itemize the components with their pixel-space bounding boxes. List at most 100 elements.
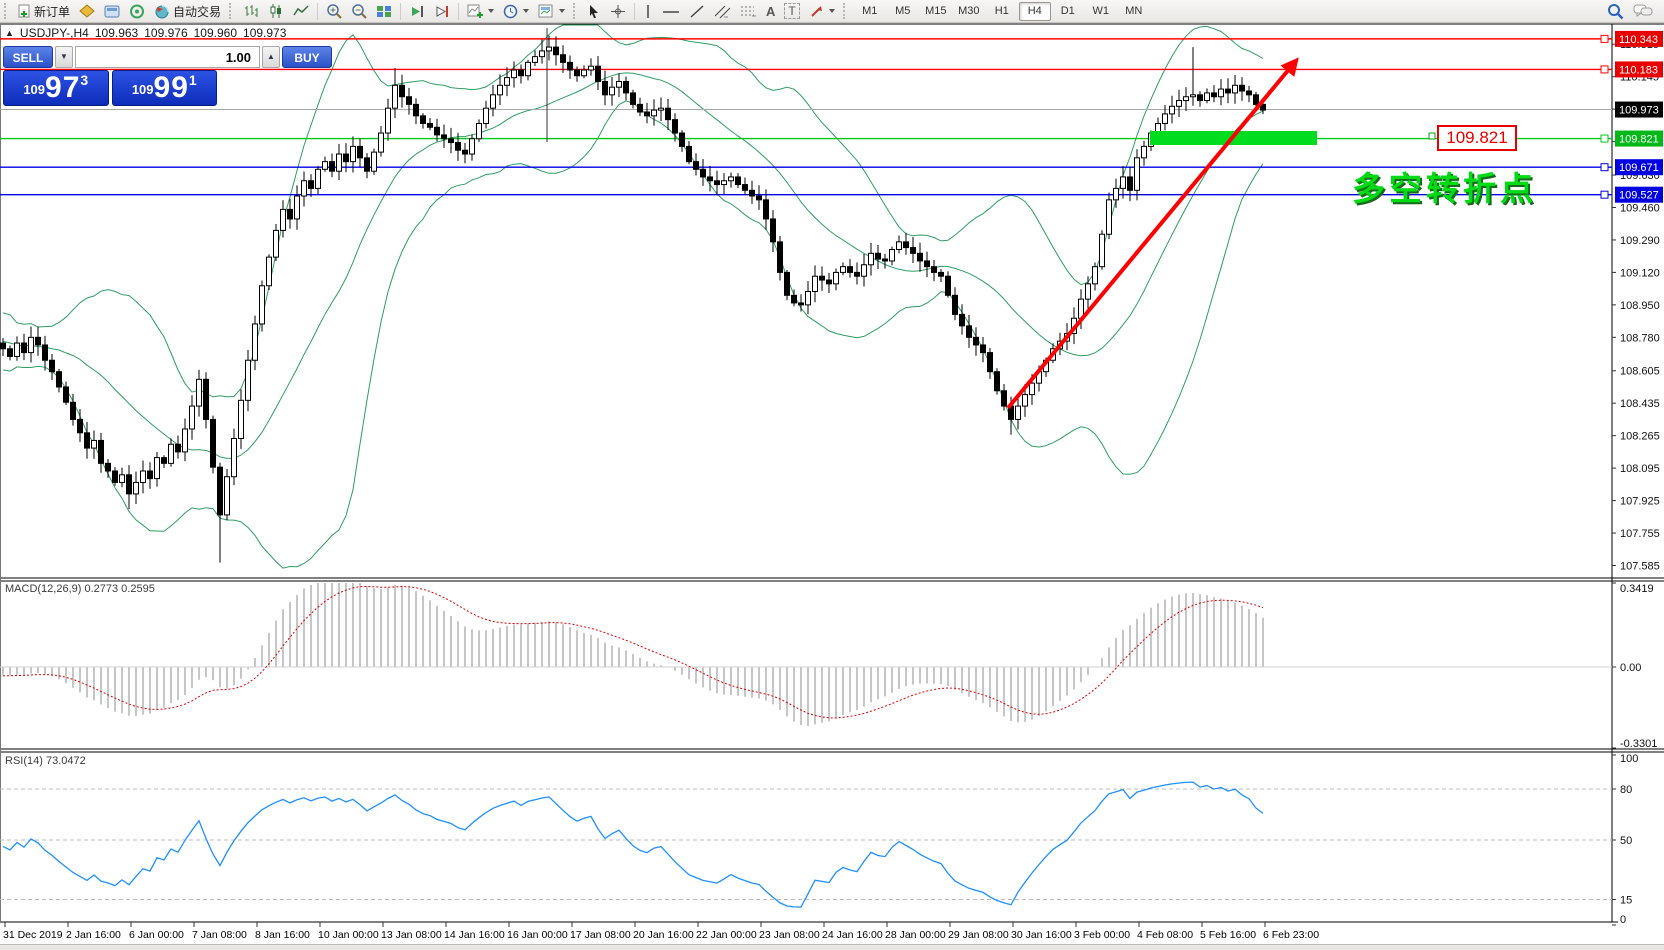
toolbar-grip <box>229 3 235 19</box>
sell-price-base: 109 <box>23 82 46 97</box>
tf-button-D1[interactable]: D1 <box>1060 4 1075 17</box>
tile-windows-button[interactable] <box>373 1 395 21</box>
auto-scroll-icon <box>412 5 424 17</box>
price-tag-label[interactable]: 109.821 <box>1437 125 1517 151</box>
chat-button[interactable] <box>1630 1 1656 21</box>
svg-text:6 Feb 23:00: 6 Feb 23:00 <box>1263 929 1319 941</box>
terminal-button[interactable] <box>101 1 123 21</box>
svg-text:108.605: 108.605 <box>1620 366 1660 378</box>
new-order-button[interactable]: 新订单 <box>15 1 73 21</box>
svg-text:24 Jan 16:00: 24 Jan 16:00 <box>822 929 883 941</box>
volume-input[interactable] <box>75 46 260 68</box>
tf-button-W1[interactable]: W1 <box>1092 4 1110 17</box>
tf-button-H4[interactable]: H4 <box>1018 1 1051 21</box>
text-label-button[interactable]: T <box>781 1 802 21</box>
svg-text:4 Feb 08:00: 4 Feb 08:00 <box>1137 929 1193 941</box>
ohlc-close: 109.973 <box>243 26 287 40</box>
line-chart-icon <box>293 5 309 16</box>
chevron-down-icon <box>559 9 566 13</box>
arrows-button[interactable] <box>806 1 838 21</box>
sell-price-quote[interactable]: 109 97 3 <box>3 70 109 106</box>
collapse-triangle-icon[interactable]: ▲ <box>5 28 14 38</box>
horizontal-line-button[interactable] <box>659 1 683 21</box>
text-button[interactable]: A <box>763 1 778 21</box>
zoom-in-button[interactable] <box>323 1 345 21</box>
candlestick-icon <box>270 4 282 18</box>
svg-text:108.265: 108.265 <box>1620 431 1660 443</box>
bb-upper <box>2 24 1264 398</box>
vertical-line-button[interactable] <box>640 1 656 21</box>
svg-text:8 Jan 16:00: 8 Jan 16:00 <box>255 929 310 941</box>
horizontal-lines[interactable] <box>0 28 1612 196</box>
tf-button-M1[interactable]: M1 <box>862 4 878 17</box>
time-axis[interactable]: 31 Dec 2019 2 Jan 16:00 6 Jan 00:00 7 Jan 0… <box>3 922 1319 941</box>
svg-text:22 Jan 00:00: 22 Jan 00:00 <box>696 929 757 941</box>
ohlc-open: 109.963 <box>94 26 139 40</box>
tf-button-M5[interactable]: M5 <box>895 4 911 17</box>
svg-text:28 Jan 00:00: 28 Jan 00:00 <box>885 929 946 941</box>
line-handle[interactable] <box>1600 134 1609 143</box>
search-button[interactable] <box>1604 1 1627 21</box>
zoom-out-button[interactable] <box>348 1 370 21</box>
sell-button[interactable]: SELL <box>3 46 53 68</box>
strategy-tester-icon <box>130 4 145 18</box>
arrows-icon <box>811 5 822 17</box>
svg-text:108.950: 108.950 <box>1620 300 1660 312</box>
buy-price-quote[interactable]: 109 99 1 <box>111 70 217 106</box>
fibonacci-button[interactable] <box>737 1 760 21</box>
bar-chart-button[interactable] <box>240 1 262 21</box>
metaeditor-button[interactable] <box>76 1 98 21</box>
trend-arrow[interactable] <box>1006 57 1299 410</box>
zoom-in-icon <box>327 4 342 19</box>
candlestick-button[interactable] <box>265 1 287 21</box>
macd-axis: 0.3419 0.00 -0.3301 <box>1612 582 1657 750</box>
line-chart-button[interactable] <box>290 1 312 21</box>
buy-price-big: 99 <box>153 71 189 104</box>
volume-decrease-button[interactable]: ▼ <box>55 46 73 68</box>
status-bar <box>0 944 1664 950</box>
line-handle[interactable] <box>1428 132 1436 140</box>
svg-text:50: 50 <box>1620 835 1632 847</box>
buy-button[interactable]: BUY <box>282 46 332 68</box>
svg-text:108.780: 108.780 <box>1620 332 1660 344</box>
tf-button-M30[interactable]: M30 <box>958 4 980 17</box>
chart-shift-button[interactable] <box>431 1 453 21</box>
periods-button[interactable] <box>500 1 532 21</box>
buy-price-pip: 1 <box>188 72 197 88</box>
rsi-axis: 100 80 50 15 0 <box>0 753 1638 926</box>
chart-annotations[interactable] <box>1006 57 1436 410</box>
autotrading-icon <box>155 5 169 18</box>
crosshair-icon <box>611 4 626 18</box>
line-handle[interactable] <box>1600 65 1609 74</box>
toolbar-grip <box>573 3 579 19</box>
tf-button-M15[interactable]: M15 <box>925 4 947 17</box>
text-label-icon: T <box>784 3 800 19</box>
volume-increase-button[interactable]: ▲ <box>262 46 280 68</box>
strategy-tester-button[interactable] <box>126 1 148 21</box>
auto-scroll-button[interactable] <box>406 1 428 21</box>
svg-text:0: 0 <box>1620 914 1626 926</box>
tf-button-MN[interactable]: MN <box>1125 4 1143 17</box>
svg-text:7 Jan 08:00: 7 Jan 08:00 <box>192 929 247 941</box>
line-handle[interactable] <box>1600 34 1609 43</box>
fibonacci-icon <box>741 6 757 16</box>
rsi-indicator-label: RSI(14) 73.0472 <box>5 755 86 767</box>
line-handle[interactable] <box>1600 190 1609 199</box>
svg-text:14 Jan 16:00: 14 Jan 16:00 <box>444 929 505 941</box>
horizontal-line-icon <box>663 10 680 13</box>
chevron-down-icon <box>523 9 530 13</box>
tf-button-H1[interactable]: H1 <box>994 4 1009 17</box>
crosshair-button[interactable] <box>607 1 629 21</box>
svg-text:6 Jan 00:00: 6 Jan 00:00 <box>129 929 184 941</box>
chart-text-annotation[interactable]: 多空转折点 <box>1352 170 1537 207</box>
rsi-line <box>2 781 1264 908</box>
svg-text:110.343: 110.343 <box>1619 34 1658 46</box>
templates-button[interactable] <box>535 1 568 21</box>
trendline-button[interactable] <box>686 1 708 21</box>
autotrading-button[interactable]: 自动交易 <box>151 1 224 21</box>
cursor-button[interactable] <box>584 1 604 21</box>
line-handle[interactable] <box>1600 163 1609 172</box>
equidistant-channel-button[interactable] <box>711 1 734 21</box>
indicators-button[interactable] <box>464 1 497 21</box>
